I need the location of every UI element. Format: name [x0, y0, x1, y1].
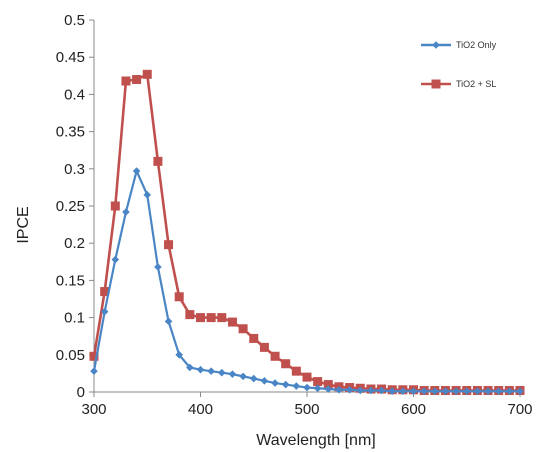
data-point	[100, 307, 109, 316]
data-point	[399, 387, 407, 396]
data-point	[356, 386, 365, 395]
data-point	[494, 387, 503, 396]
data-point	[228, 370, 237, 378]
data-point	[185, 310, 195, 320]
y-axis-title: IPCE	[15, 206, 32, 243]
data-point	[484, 387, 492, 396]
y-tick-label: 0	[77, 384, 85, 401]
data-point	[323, 380, 333, 390]
y-tick-label: 0.45	[56, 49, 85, 66]
series-layer	[89, 69, 525, 396]
data-point	[143, 191, 152, 199]
data-point	[270, 351, 280, 361]
data-point	[122, 208, 130, 216]
data-point	[196, 313, 205, 323]
data-point	[260, 377, 269, 385]
data-point	[431, 387, 439, 396]
data-point	[367, 386, 375, 395]
data-point	[345, 385, 354, 394]
data-point	[249, 374, 258, 383]
y-tick-label: 0.1	[64, 310, 85, 327]
x-tick-label: 300	[81, 401, 106, 418]
y-tick-label: 0.3	[64, 161, 85, 178]
data-point	[303, 383, 311, 392]
y-tick-label: 0.15	[56, 272, 85, 289]
data-point	[196, 365, 205, 374]
x-tick-label: 600	[401, 401, 426, 418]
x-tick-label: 500	[294, 401, 319, 418]
x-axis-ticks: 300 400 500 600 700	[81, 392, 533, 418]
data-point	[291, 366, 301, 376]
data-point	[217, 313, 227, 323]
legend-marker	[432, 41, 440, 49]
data-point	[142, 69, 152, 79]
data-point	[409, 387, 418, 396]
data-point	[505, 387, 514, 396]
data-point	[452, 387, 460, 396]
legend-label: TiO2 Only	[456, 40, 497, 50]
data-point	[90, 367, 98, 375]
series-tio2-sl	[89, 69, 525, 396]
data-point	[388, 387, 396, 396]
data-point	[335, 385, 343, 394]
data-point	[420, 387, 428, 396]
data-point	[259, 342, 269, 352]
data-point	[239, 372, 247, 381]
series-line	[92, 167, 520, 393]
y-axis-ticks: 0 0.05 0.1 0.15 0.2 0.25 0.3 0.35 0.4 0.45 0.5	[56, 12, 94, 401]
data-point	[207, 367, 215, 375]
data-point	[281, 380, 290, 389]
legend-label: TiO2 + SL	[456, 79, 496, 89]
legend-item-tio2-sl: TiO2 + SL	[421, 79, 496, 89]
data-point	[227, 317, 237, 327]
data-point	[89, 351, 99, 361]
data-point	[121, 76, 131, 86]
data-point	[302, 372, 312, 382]
series-line	[92, 72, 520, 392]
data-point	[110, 201, 120, 211]
legend: TiO2 Only TiO2 + SL	[421, 40, 497, 89]
y-tick-label: 0.2	[64, 235, 85, 252]
data-point	[292, 382, 301, 390]
data-point	[206, 313, 216, 323]
data-point	[281, 359, 291, 369]
data-point	[175, 351, 183, 359]
y-tick-label: 0.35	[56, 124, 85, 141]
data-point	[516, 387, 524, 396]
y-tick-label: 0.05	[56, 347, 85, 364]
data-point	[186, 363, 194, 372]
plot-area: 0 0.05 0.1 0.15 0.2 0.25 0.3 0.35 0.4 0.45 0.5 300…	[56, 12, 533, 418]
data-point	[324, 385, 333, 393]
data-point	[132, 75, 142, 85]
data-point	[271, 379, 279, 387]
data-point	[313, 377, 323, 387]
y-tick-label: 0.4	[64, 86, 85, 103]
data-point	[462, 387, 471, 396]
data-point	[238, 324, 248, 334]
x-tick-label: 700	[507, 401, 532, 418]
data-point	[174, 292, 184, 302]
data-point	[473, 387, 482, 396]
x-axis-title: Wavelength [nm]	[256, 432, 375, 449]
data-point	[441, 387, 450, 396]
data-point	[377, 386, 386, 395]
y-tick-label: 0.25	[56, 198, 85, 215]
data-point	[153, 156, 163, 166]
legend-marker	[431, 79, 441, 89]
series-tio2-only	[90, 167, 524, 396]
data-point	[164, 240, 174, 250]
data-point	[164, 317, 173, 326]
data-point	[218, 368, 226, 377]
data-point	[313, 384, 322, 393]
data-point	[111, 255, 120, 264]
data-point	[154, 263, 162, 271]
data-point	[249, 333, 259, 343]
legend-item-tio2-only: TiO2 Only	[421, 40, 497, 50]
data-point	[132, 167, 141, 175]
data-point	[100, 287, 110, 297]
y-tick-label: 0.5	[64, 12, 85, 29]
x-tick-label: 400	[188, 401, 213, 418]
